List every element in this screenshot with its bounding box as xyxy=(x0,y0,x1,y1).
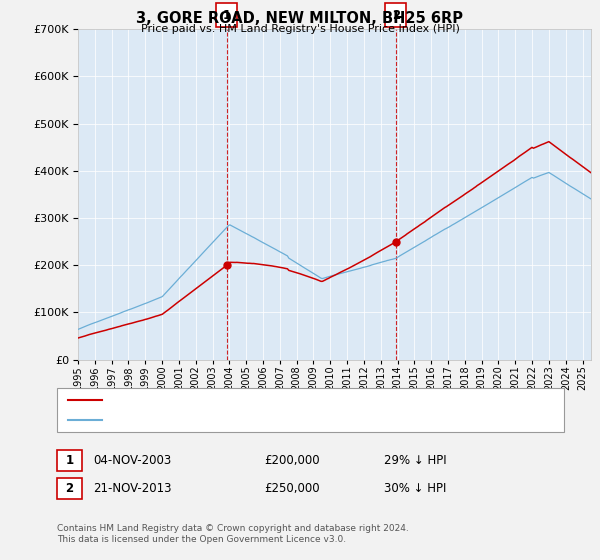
Text: 04-NOV-2003: 04-NOV-2003 xyxy=(93,454,171,467)
Text: Price paid vs. HM Land Registry's House Price Index (HPI): Price paid vs. HM Land Registry's House … xyxy=(140,24,460,34)
Text: Contains HM Land Registry data © Crown copyright and database right 2024.: Contains HM Land Registry data © Crown c… xyxy=(57,524,409,533)
Text: 21-NOV-2013: 21-NOV-2013 xyxy=(93,482,172,495)
Text: 3, GORE ROAD, NEW MILTON, BH25 6RP: 3, GORE ROAD, NEW MILTON, BH25 6RP xyxy=(137,11,464,26)
Text: 3, GORE ROAD, NEW MILTON, BH25 6RP (detached house): 3, GORE ROAD, NEW MILTON, BH25 6RP (deta… xyxy=(106,395,409,405)
Text: 29% ↓ HPI: 29% ↓ HPI xyxy=(384,454,446,467)
Text: HPI: Average price, detached house, New Forest: HPI: Average price, detached house, New … xyxy=(106,415,357,425)
Text: 1: 1 xyxy=(65,454,74,467)
Text: 1: 1 xyxy=(223,8,231,22)
FancyBboxPatch shape xyxy=(385,3,406,27)
FancyBboxPatch shape xyxy=(217,3,237,27)
Text: 2: 2 xyxy=(392,8,400,22)
Text: £250,000: £250,000 xyxy=(264,482,320,495)
Text: This data is licensed under the Open Government Licence v3.0.: This data is licensed under the Open Gov… xyxy=(57,535,346,544)
Text: £200,000: £200,000 xyxy=(264,454,320,467)
Text: 30% ↓ HPI: 30% ↓ HPI xyxy=(384,482,446,495)
Text: 2: 2 xyxy=(65,482,74,495)
